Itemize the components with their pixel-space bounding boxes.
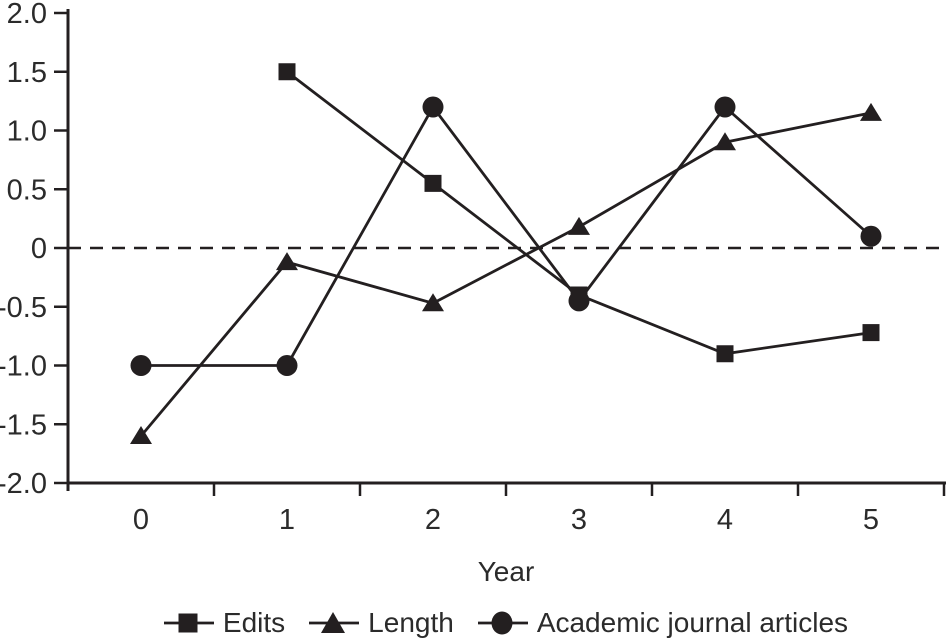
y-tick-label: 0 — [31, 233, 47, 265]
legend-label: Edits — [222, 607, 286, 638]
x-tick-label: 4 — [717, 504, 733, 536]
y-tick-label: -2.0 — [0, 468, 47, 500]
marker-circle-academic-journal-articles — [422, 96, 444, 118]
plot-area: 2.0 1.5 1.0 0.5 0 -0.5 -1.0 -1.5 -2.0 0 1 2 3 4 5 — [0, 0, 946, 536]
legend-label: Length — [368, 607, 454, 638]
legend: Edits Length Academic journal articles — [68, 606, 944, 640]
y-tick-label: 2.0 — [7, 0, 47, 30]
circle-icon — [477, 611, 528, 635]
marker-circle-academic-journal-articles — [714, 96, 736, 118]
series-line-length — [139, 111, 872, 437]
series-line-academic-journal-articles — [141, 104, 872, 367]
marker-triangle-length — [568, 216, 590, 235]
marker-circle-academic-journal-articles — [276, 355, 298, 376]
marker-square-edits — [570, 286, 588, 304]
y-tick-label: 1.0 — [7, 116, 47, 148]
marker-triangle-length — [422, 293, 444, 312]
marker-square-edits — [278, 63, 296, 81]
x-tick-label: 3 — [571, 504, 587, 536]
y-tick-label: -0.5 — [0, 292, 47, 324]
y-tick-label: 1.5 — [7, 57, 47, 89]
legend-item-length: Length — [309, 607, 454, 639]
marker-triangle-length — [714, 132, 736, 151]
y-tick-label: -1.5 — [0, 409, 47, 441]
legend-item-edits: Edits — [163, 607, 286, 639]
y-tick-label: -1.0 — [0, 351, 47, 383]
x-tick-label: 0 — [133, 504, 149, 536]
square-icon — [163, 613, 214, 633]
x-axis-title: Year — [477, 556, 535, 587]
y-tick-label: 0.5 — [7, 174, 47, 206]
x-tick-label: 1 — [279, 504, 295, 536]
marker-circle-academic-journal-articles — [860, 225, 882, 247]
marker-square-edits — [716, 345, 734, 363]
marker-circle-academic-journal-articles — [130, 355, 152, 376]
marker-triangle-length — [130, 426, 152, 444]
marker-triangle-length — [276, 252, 298, 271]
triangle-icon — [309, 612, 360, 633]
marker-square-edits — [424, 174, 442, 192]
legend-item-academic-journal-articles: Academic journal articles — [477, 607, 849, 639]
x-tick-label: 2 — [425, 504, 441, 536]
legend-label: Academic journal articles — [536, 607, 849, 638]
marker-square-edits — [862, 324, 880, 342]
marker-triangle-length — [860, 102, 882, 121]
x-tick-label: 5 — [863, 504, 879, 536]
